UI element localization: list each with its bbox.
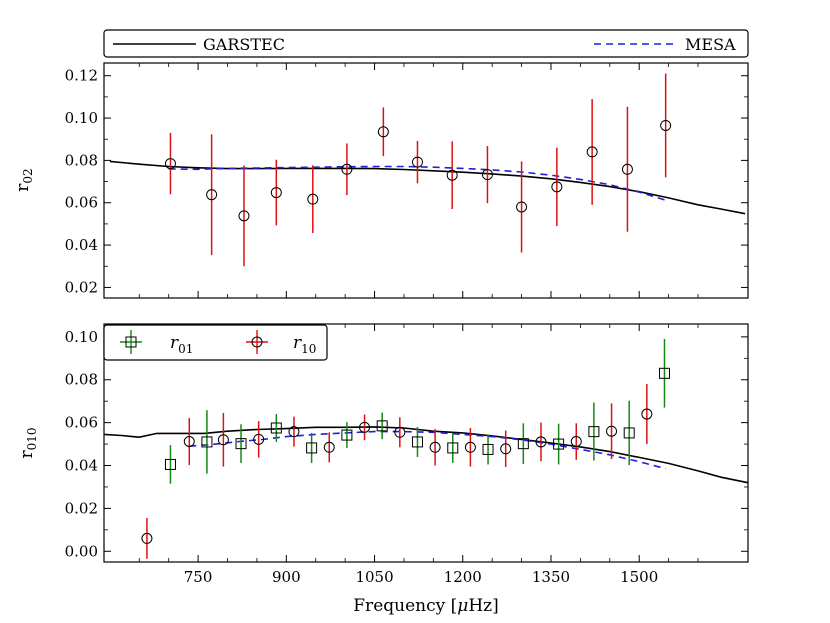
r10-point	[253, 433, 265, 445]
r10-point	[606, 425, 618, 437]
top-ytick-label: 0.04	[65, 236, 98, 254]
top-ytick-label: 0.12	[65, 67, 98, 85]
bottom-ytick-label: 0.02	[65, 499, 98, 517]
r02-point	[238, 210, 250, 222]
xtick-label: 1200	[444, 568, 482, 586]
r01-point	[306, 442, 318, 454]
top-ytick-label: 0.10	[65, 109, 98, 127]
bottom-panel-lines	[103, 426, 749, 484]
xtick-label: 750	[184, 568, 213, 586]
x-axis-label: Frequency [μHz]	[353, 596, 498, 616]
bottom-panel: 0.00 0.02 0.04 0.06 0.08 0.10 750 900 1050 1200 13…	[17, 323, 749, 616]
legend-r01-label: r01	[170, 333, 193, 356]
r01-point	[517, 438, 529, 450]
xtick-label: 1050	[355, 568, 393, 586]
top-panel-ticks: 0.02 0.04 0.06 0.08 0.10 0.12	[65, 63, 748, 298]
r01-point	[447, 442, 459, 454]
bottom-legend-frame	[103, 324, 328, 361]
xtick-label: 900	[272, 568, 301, 586]
bottom-y-axis-label: r010	[17, 427, 39, 458]
top-y-axis-label: r02	[13, 168, 35, 191]
bottom-panel-frame	[103, 323, 749, 563]
r02-point	[481, 169, 493, 181]
r01-point	[201, 436, 213, 448]
r02-point	[341, 163, 353, 175]
bottom-mesa-line	[189, 430, 666, 470]
r02-point	[377, 126, 389, 138]
top-ytick-label: 0.02	[65, 278, 98, 296]
r02-point	[206, 189, 218, 201]
top-panel-frame	[103, 62, 749, 299]
r10-point	[359, 421, 371, 433]
r01-point	[376, 420, 388, 432]
r10-point	[323, 441, 335, 453]
r02-point	[411, 156, 423, 168]
bottom-ytick-label: 0.06	[65, 414, 98, 432]
top-panel: 0.02 0.04 0.06 0.08 0.10 0.12 r02	[13, 62, 749, 299]
r01-point	[411, 436, 423, 448]
r10-point	[288, 426, 300, 438]
top-panel-points	[164, 73, 672, 267]
r01-point	[623, 427, 635, 439]
xtick-label: 1500	[620, 568, 658, 586]
top-ytick-label: 0.06	[65, 194, 98, 212]
bottom-garstec-line	[103, 426, 749, 484]
top-panel-lines	[109, 160, 746, 215]
legend-garstec-label: GARSTEC	[203, 35, 285, 54]
r02-point	[551, 181, 563, 193]
r10-point	[394, 426, 406, 438]
legend-r10-label: r10	[293, 333, 316, 356]
r01-point	[658, 367, 670, 379]
r01-point	[164, 458, 176, 470]
r02-point	[660, 119, 672, 131]
r02-point	[621, 163, 633, 175]
r10-point	[535, 436, 547, 448]
r02-point	[586, 146, 598, 158]
r01-point	[341, 429, 353, 441]
r01-point	[270, 422, 282, 434]
r10-point	[217, 434, 229, 446]
r10-point	[570, 435, 582, 447]
r10-point	[141, 532, 153, 544]
bottom-panel-points	[141, 339, 670, 559]
bottom-panel-ticks: 0.00 0.02 0.04 0.06 0.08 0.10 750 900 1050 1200 13…	[65, 324, 748, 586]
r10-point	[641, 408, 653, 420]
bottom-legend: r01 r10	[103, 324, 328, 361]
top-legend: GARSTEC MESA	[103, 29, 749, 58]
r01-point	[482, 443, 494, 455]
bottom-ytick-label: 0.10	[65, 328, 98, 346]
r02-point	[270, 187, 282, 199]
r10-point	[500, 443, 512, 455]
r01-point	[588, 426, 600, 438]
r10-point	[464, 441, 476, 453]
legend-r10-marker	[251, 336, 263, 348]
bottom-ytick-label: 0.08	[65, 371, 98, 389]
r10-point	[429, 441, 441, 453]
r02-point	[446, 169, 458, 181]
r02-point	[516, 201, 528, 213]
top-legend-frame	[103, 29, 749, 58]
legend-r01-marker	[125, 336, 137, 348]
xtick-label: 1350	[532, 568, 570, 586]
bottom-ytick-label: 0.00	[65, 542, 98, 560]
r01-point	[235, 438, 247, 450]
r10-point	[183, 435, 195, 447]
r01-point	[553, 438, 565, 450]
r02-point	[307, 193, 319, 205]
bottom-ytick-label: 0.04	[65, 457, 98, 475]
legend-mesa-label: MESA	[685, 35, 736, 54]
top-ytick-label: 0.08	[65, 151, 98, 169]
r02-point	[164, 158, 176, 170]
